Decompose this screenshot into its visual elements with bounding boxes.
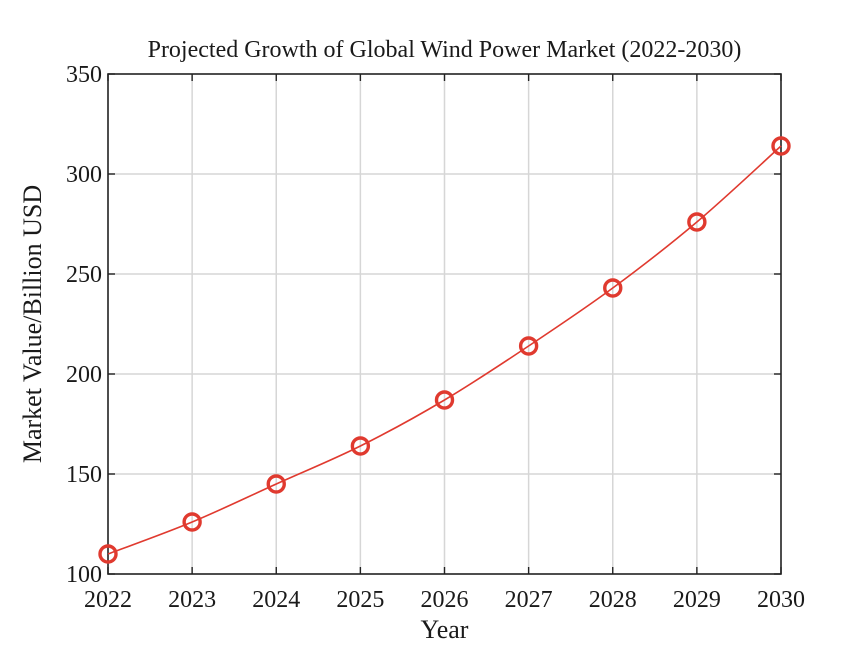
- y-tick-label: 300: [66, 162, 102, 188]
- x-tick-label: 2028: [589, 587, 637, 613]
- data-point-2025[interactable]: [350, 436, 371, 456]
- x-tick-label: 2024: [252, 587, 300, 613]
- x-axis-label: Year: [421, 615, 469, 644]
- y-tick-label: 200: [66, 362, 102, 388]
- x-axis: 2022 2023 2024 2025 2026 2027 2028 2029 2030: [84, 74, 805, 613]
- data-point-2028[interactable]: [603, 278, 623, 298]
- y-axis-label: Market Value/Billion USD: [18, 185, 47, 463]
- data-point-2030[interactable]: [771, 136, 791, 156]
- data-point-2027[interactable]: [518, 336, 539, 356]
- data-point-2029[interactable]: [687, 212, 707, 232]
- grid: [108, 74, 781, 574]
- data-point-2024[interactable]: [266, 474, 286, 494]
- chart-title: Projected Growth of Global Wind Power Ma…: [148, 37, 742, 63]
- data-point-2022[interactable]: [98, 544, 118, 564]
- series-layer: [98, 136, 791, 564]
- x-tick-label: 2025: [336, 587, 384, 613]
- x-tick-label: 2029: [673, 587, 721, 613]
- data-point-2026[interactable]: [434, 390, 455, 410]
- x-tick-label: 2030: [757, 587, 805, 613]
- y-axis: 100 150 200 250 300 350: [66, 62, 781, 588]
- x-tick-label: 2023: [168, 587, 216, 613]
- y-tick-label: 100: [66, 562, 102, 588]
- x-tick-label: 2027: [505, 587, 553, 613]
- series-line: [107, 145, 782, 555]
- x-tick-label: 2022: [84, 587, 132, 613]
- y-tick-label: 150: [66, 462, 102, 488]
- x-tick-label: 2026: [421, 587, 469, 613]
- y-tick-label: 250: [66, 262, 102, 288]
- y-tick-label: 350: [66, 62, 102, 88]
- data-point-2023[interactable]: [182, 512, 202, 532]
